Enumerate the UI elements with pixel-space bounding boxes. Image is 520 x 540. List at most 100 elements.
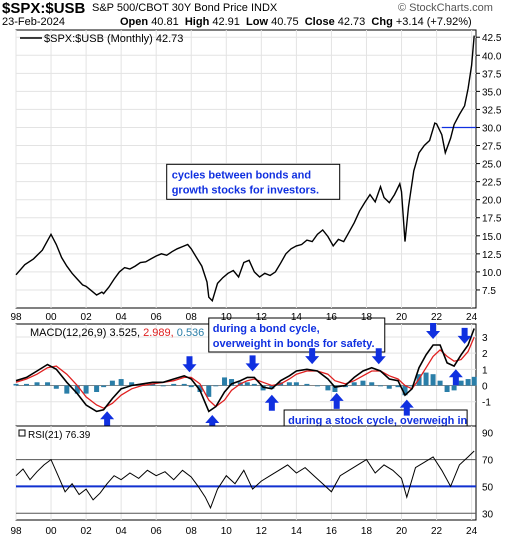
- price-xtick-label: 08: [186, 312, 198, 323]
- price-legend: $SPX:$USB (Monthly) 42.73: [44, 33, 183, 45]
- macd-histogram-bar: [13, 383, 19, 386]
- macd-histogram-bar: [395, 385, 401, 388]
- chart-date: 23-Feb-2024: [2, 16, 65, 28]
- price-ytick-label: 30.0: [482, 123, 502, 134]
- bond-stock-callout-box: [166, 163, 341, 200]
- buy-stocks-arrow-icon: [448, 369, 463, 386]
- macd-histogram-bar: [109, 380, 115, 386]
- macd-histogram-bar: [94, 385, 100, 392]
- macd-line: [15, 328, 475, 413]
- rsi-ytick-label: 50: [482, 482, 494, 493]
- macd-histogram-bar: [260, 385, 266, 391]
- xaxis-tick-label: 12: [256, 526, 268, 537]
- macd-histogram-bar: [83, 385, 89, 394]
- macd-histogram-bar: [139, 383, 145, 386]
- buy-stocks-arrow-icon: [399, 399, 414, 416]
- macd-legend-name: MACD(12,26,9): [30, 327, 109, 339]
- rsi-panel-frame: [15, 425, 477, 521]
- price-xtick-label: 22: [431, 312, 443, 323]
- buy-bonds-arrow-icon: [305, 348, 320, 365]
- change-value: +3.14 (+7.92%): [395, 16, 472, 28]
- bond-cycle-note-text: during a bond cycle,: [213, 323, 320, 335]
- buy-stocks-arrow-icon: [100, 411, 115, 428]
- symbol-description: S&P 500/CBOT 30Y Bond Price INDX: [92, 2, 278, 14]
- price-xtick-label: 06: [151, 312, 163, 323]
- macd-ytick-label: 0: [482, 382, 488, 393]
- macd-histogram-bar: [437, 380, 443, 386]
- macd-histogram-bar: [286, 382, 292, 386]
- price-xtick-label: 02: [81, 312, 93, 323]
- price-xtick-label: 10: [221, 312, 233, 323]
- buy-stocks-arrow-icon: [205, 415, 220, 431]
- xaxis-tick-label: 04: [116, 526, 128, 537]
- macd-histogram-bar: [251, 383, 257, 386]
- xaxis-tick-label: 20: [396, 526, 408, 537]
- bond-cycle-note-box: [208, 317, 386, 353]
- price-ytick-label: 10.0: [482, 268, 502, 279]
- macd-histogram-bar: [53, 385, 59, 389]
- macd-histogram-bar: [213, 385, 219, 387]
- rsi-line: [15, 450, 475, 510]
- macd-histogram-bar: [34, 382, 40, 386]
- macd-histogram-bar: [24, 383, 30, 386]
- price-ytick-label: 15.0: [482, 232, 502, 243]
- buy-stocks-arrow-icon: [264, 394, 279, 411]
- macd-histogram-bar: [465, 379, 471, 386]
- macd-histogram-bar: [74, 385, 80, 394]
- xaxis-tick-label: 00: [45, 526, 57, 537]
- xaxis-tick-label: 22: [431, 526, 443, 537]
- xaxis-tick-label: 98: [10, 526, 22, 537]
- macd-histogram-bar: [342, 385, 348, 388]
- symbol-title: $SPX:$USB: [2, 0, 86, 17]
- price-ytick-label: 12.5: [482, 250, 502, 261]
- macd-histogram-bar: [244, 382, 250, 386]
- macd-histogram-bar: [118, 379, 124, 386]
- xaxis-tick-label: 18: [361, 526, 373, 537]
- low-value: 40.75: [271, 16, 299, 28]
- macd-histogram-bar: [181, 383, 187, 386]
- buy-bonds-arrow-icon: [371, 348, 386, 365]
- macd-legend: MACD(12,26,9) 3.525, 2.989, 0.536: [30, 327, 204, 339]
- price-series-line: [15, 35, 475, 303]
- xaxis-tick-label: 06: [151, 526, 163, 537]
- high-label: High: [184, 16, 210, 28]
- price-ytick-label: 35.0: [482, 87, 502, 98]
- macd-histogram-bar: [325, 385, 331, 391]
- open-value: 40.81: [151, 16, 179, 28]
- bond-stock-callout-text: cycles between bonds and: [172, 169, 311, 181]
- price-ytick-label: 40.0: [482, 51, 502, 62]
- watermark: © StockCharts.com: [398, 2, 493, 14]
- price-ytick-label: 17.5: [482, 214, 502, 225]
- price-ytick-label: 37.5: [482, 69, 502, 80]
- xaxis-tick-label: 16: [326, 526, 338, 537]
- price-ytick-label: 27.5: [482, 142, 502, 153]
- change-label: Chg: [371, 16, 393, 28]
- macd-histogram-bar: [150, 383, 156, 386]
- macd-histogram-bar: [101, 385, 107, 388]
- macd-histogram-bar: [423, 372, 429, 386]
- macd-ytick-label: -1: [482, 398, 491, 409]
- macd-histogram-bar: [369, 382, 375, 386]
- xaxis-tick-label: 10: [221, 526, 233, 537]
- macd-histogram-bar: [229, 379, 235, 386]
- macd-legend-hist: 0.536: [177, 327, 205, 339]
- macd-histogram-bar: [402, 385, 408, 396]
- macd-histogram-bar: [188, 385, 194, 388]
- macd-histogram-bar: [444, 385, 450, 392]
- price-xtick-label: 20: [396, 312, 408, 323]
- price-ytick-label: 25.0: [482, 160, 502, 171]
- ohlc-readout: Open 40.81 High 42.91 Low 40.75 Close 42…: [120, 16, 472, 28]
- macd-histogram-bar: [129, 382, 135, 386]
- stock-cycle-note-text: during a stock cycle, overweigh in: [288, 415, 467, 427]
- macd-histogram-bar: [451, 385, 457, 391]
- close-label: Close: [304, 16, 335, 28]
- macd-ytick-label: 3: [482, 333, 488, 344]
- price-ytick-label: 22.5: [482, 178, 502, 189]
- xaxis-tick-label: 24: [466, 526, 478, 537]
- macd-histogram-bar: [332, 385, 338, 392]
- macd-histogram-bar: [222, 377, 228, 386]
- macd-legend-value: 3.525,: [109, 327, 143, 339]
- price-ytick-label: 32.5: [482, 105, 502, 116]
- close-value: 42.73: [337, 16, 366, 28]
- price-ytick-label: 7.5: [482, 286, 496, 297]
